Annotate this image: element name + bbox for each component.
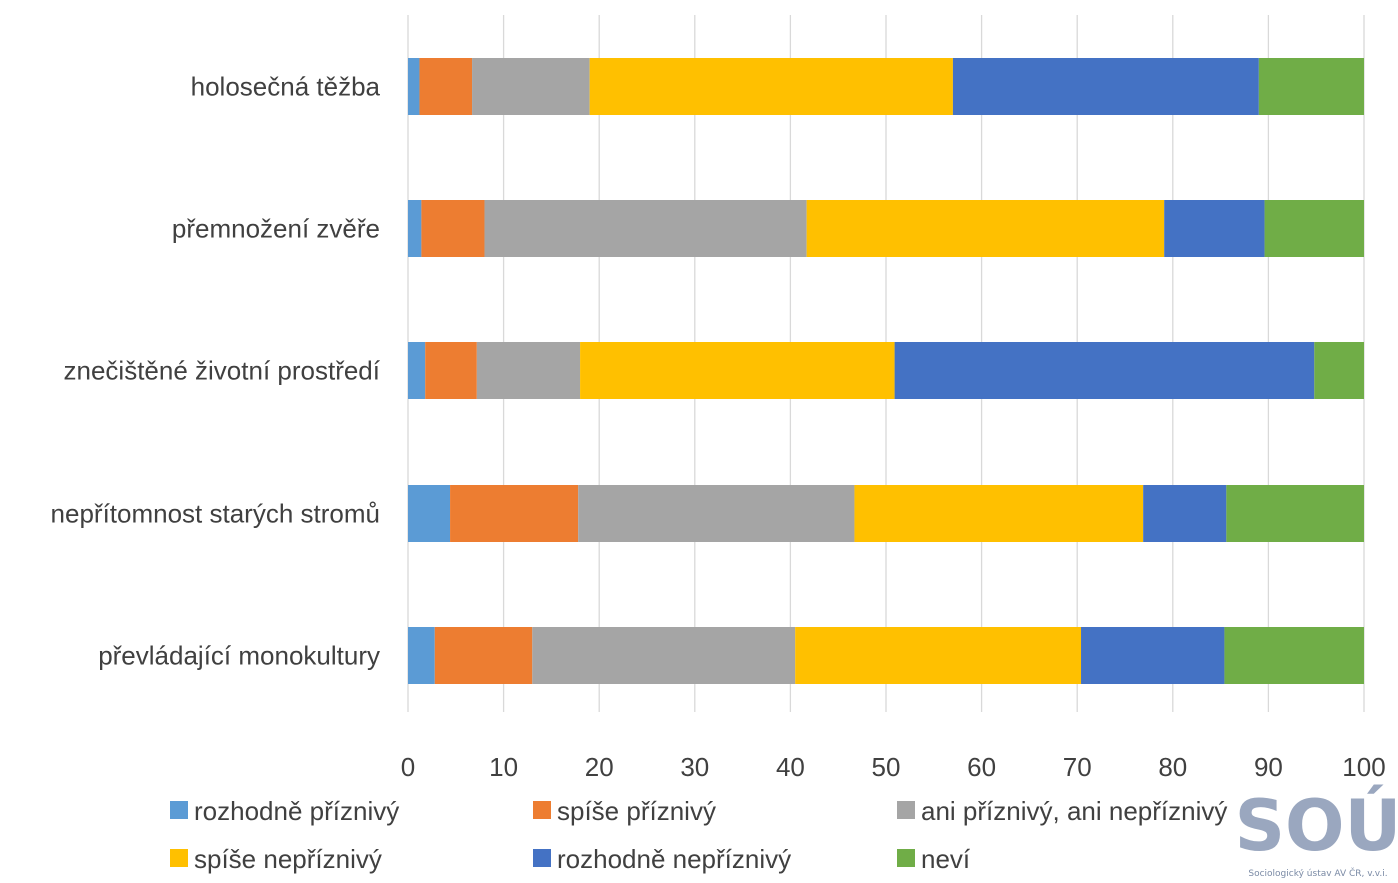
- bar-segment: [589, 58, 953, 115]
- category-label: převládající monokultury: [98, 641, 380, 671]
- bar-segment: [580, 342, 895, 399]
- x-tick-label: 100: [1342, 752, 1385, 782]
- x-tick-label: 90: [1254, 752, 1283, 782]
- bar-segment: [419, 58, 473, 115]
- category-label: holosečná těžba: [191, 72, 381, 102]
- x-tick-label: 30: [680, 752, 709, 782]
- x-tick-label: 50: [872, 752, 901, 782]
- legend-label: rozhodně příznivý: [194, 796, 399, 826]
- category-label: přemnožení zvěře: [172, 214, 380, 244]
- bar-segment: [578, 485, 855, 542]
- category-labels: holosečná těžba přemnožení zvěře znečištěn…: [51, 72, 381, 671]
- legend: rozhodně příznivý spíše příznivý ani přízn…: [170, 796, 1227, 874]
- x-axis-tick-labels: 0 10 20 30 40 50 60 70 80 90 100: [401, 752, 1386, 782]
- x-tick-label: 60: [967, 752, 996, 782]
- legend-item: rozhodně nepříznivý: [533, 844, 791, 874]
- bar-segment: [484, 200, 807, 257]
- legend-label: ani příznivý, ani nepříznivý: [921, 796, 1227, 826]
- bar-segment: [434, 627, 533, 684]
- bar-segment: [408, 342, 426, 399]
- bar-segment: [408, 627, 435, 684]
- bar-segment: [421, 200, 485, 257]
- x-tick-label: 80: [1158, 752, 1187, 782]
- bar-segment: [425, 342, 477, 399]
- bar-segment: [854, 485, 1144, 542]
- bar-segment: [1224, 627, 1364, 684]
- bar-segment: [1226, 485, 1364, 542]
- legend-label: spíše příznivý: [557, 796, 716, 826]
- bar-segment: [1164, 200, 1265, 257]
- x-tick-label: 70: [1063, 752, 1092, 782]
- logo-mark: SOÚ: [1235, 785, 1398, 867]
- bar-segment: [408, 200, 422, 257]
- category-label: nepřítomnost starých stromů: [51, 499, 380, 529]
- bar-segment: [1143, 485, 1227, 542]
- legend-item: spíše příznivý: [533, 796, 716, 826]
- bar-segment: [894, 342, 1315, 399]
- legend-swatch: [897, 849, 915, 867]
- bar-segment: [795, 627, 1082, 684]
- bar-segment: [1258, 58, 1364, 115]
- legend-swatch: [533, 801, 551, 819]
- bar-segment: [408, 485, 451, 542]
- bar-segment: [1081, 627, 1225, 684]
- bar-segment: [806, 200, 1165, 257]
- legend-swatch: [170, 849, 188, 867]
- bar-segment: [472, 58, 590, 115]
- x-tick-label: 40: [776, 752, 805, 782]
- logo-caption: Sociologický ústav AV ČR, v.v.i.: [1248, 867, 1387, 879]
- bar-segment: [476, 342, 581, 399]
- category-label: znečištěné životní prostředí: [64, 356, 381, 386]
- legend-swatch: [170, 801, 188, 819]
- legend-item: ani příznivý, ani nepříznivý: [897, 796, 1227, 826]
- bar-segment: [1314, 342, 1364, 399]
- x-tick-label: 10: [489, 752, 518, 782]
- x-tick-label: 20: [585, 752, 614, 782]
- bar-segment: [408, 58, 420, 115]
- sou-logo: SOÚ Sociologický ústav AV ČR, v.v.i.: [1235, 785, 1398, 879]
- legend-swatch: [533, 849, 551, 867]
- legend-item: rozhodně příznivý: [170, 796, 399, 826]
- bar-segment: [532, 627, 796, 684]
- legend-item: neví: [897, 844, 971, 874]
- legend-label: neví: [921, 844, 971, 874]
- x-tick-label: 0: [401, 752, 415, 782]
- legend-swatch: [897, 801, 915, 819]
- legend-item: spíše nepříznivý: [170, 844, 382, 874]
- legend-label: spíše nepříznivý: [194, 844, 382, 874]
- legend-label: rozhodně nepříznivý: [557, 844, 791, 874]
- bar-segment: [952, 58, 1259, 115]
- bars: [408, 58, 1364, 684]
- bar-segment: [450, 485, 579, 542]
- bar-segment: [1264, 200, 1364, 257]
